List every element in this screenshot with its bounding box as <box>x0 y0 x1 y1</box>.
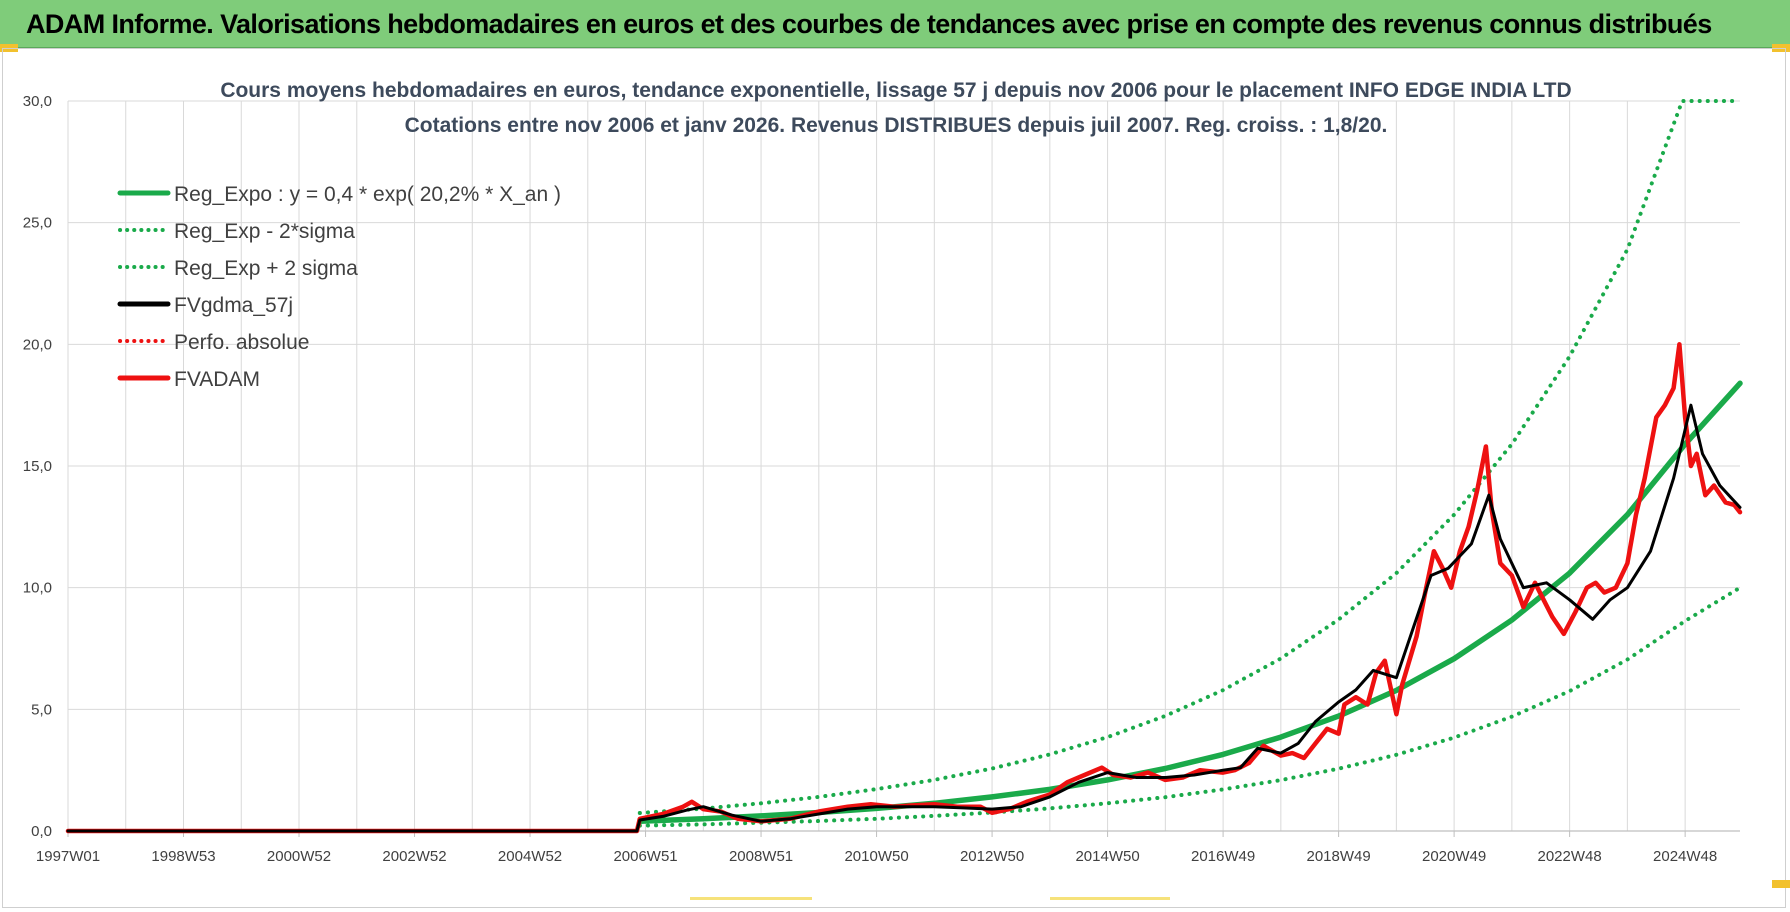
x-tick-label: 2018W49 <box>1306 848 1370 865</box>
y-tick-label: 20,0 <box>23 336 52 353</box>
legend-label: Reg_Exp - 2*sigma <box>174 220 355 243</box>
grid-lines <box>67 100 1740 832</box>
x-tick-label: 2002W52 <box>382 848 446 865</box>
x-tick-label: 2020W49 <box>1422 848 1486 865</box>
x-axis-tick-labels: 1997W01 1998W53 2000W52 2002W52 2004W52 2006W… <box>36 831 1717 865</box>
x-tick-label: 1997W01 <box>36 848 100 865</box>
y-axis-tick-labels: 0,0 5,0 10,0 15,0 20,0 25,0 30,0 <box>23 93 52 840</box>
reg-minus-2sigma-line <box>637 585 1742 828</box>
y-tick-label: 10,0 <box>23 580 52 597</box>
x-tick-label: 2012W50 <box>960 848 1024 865</box>
report-title: ADAM Informe. Valorisations hebdomadaire… <box>26 9 1712 39</box>
chart-subtitle: Cotations entre nov 2006 et janv 2026. R… <box>405 114 1388 137</box>
yellow-marker <box>690 897 812 900</box>
legend-label: Reg_Expo : y = 0,4 * exp( 20,2% * X_an ) <box>174 183 561 206</box>
x-tick-label: 2008W51 <box>729 848 793 865</box>
legend: Reg_Expo : y = 0,4 * exp( 20,2% * X_an )… <box>117 183 561 391</box>
y-tick-label: 25,0 <box>23 215 52 232</box>
x-tick-label: 2016W49 <box>1191 848 1255 865</box>
x-tick-label: 2022W48 <box>1538 848 1602 865</box>
x-tick-label: 2024W48 <box>1653 848 1717 865</box>
y-tick-label: 0,0 <box>31 823 52 840</box>
y-tick-label: 5,0 <box>31 701 52 718</box>
x-tick-label: 2006W51 <box>613 848 677 865</box>
series-layer <box>65 99 1743 834</box>
x-tick-label: 2014W50 <box>1075 848 1139 865</box>
legend-label: Perfo. absolue <box>174 331 309 354</box>
x-tick-label: 2010W50 <box>844 848 908 865</box>
reg-plus-2sigma-line <box>637 99 1742 815</box>
report-banner: ADAM Informe. Valorisations hebdomadaire… <box>0 0 1790 48</box>
yellow-marker <box>1050 897 1170 900</box>
chart-title: Cours moyens hebdomadaires en euros, ten… <box>220 79 1571 102</box>
x-tick-label: 1998W53 <box>151 848 215 865</box>
fvgdma-57j-line <box>66 403 1742 833</box>
y-tick-label: 15,0 <box>23 458 52 475</box>
reg-expo-line <box>637 380 1743 825</box>
legend-label: Reg_Exp + 2 sigma <box>174 257 358 280</box>
corner-marker <box>1772 880 1790 888</box>
y-tick-label: 30,0 <box>23 93 52 110</box>
chart-frame <box>2 48 1786 908</box>
x-tick-label: 2004W52 <box>498 848 562 865</box>
legend-label: FVgdma_57j <box>174 294 293 317</box>
x-tick-label: 2000W52 <box>267 848 331 865</box>
legend-label: FVADAM <box>174 368 260 391</box>
